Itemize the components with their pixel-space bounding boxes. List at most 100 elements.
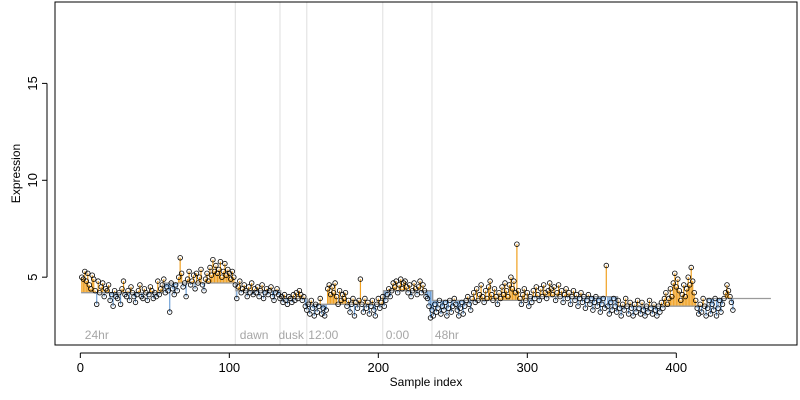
data-point <box>392 284 398 290</box>
data-point <box>618 313 624 319</box>
data-point <box>697 301 703 307</box>
data-point <box>599 301 605 307</box>
data-point <box>645 309 651 315</box>
data-point <box>721 295 727 302</box>
data-point <box>609 307 615 313</box>
data-point <box>256 293 262 300</box>
data-point <box>678 297 684 304</box>
phase-annotation: 12:00 <box>308 328 338 342</box>
data-point <box>667 286 674 292</box>
data-point <box>389 288 395 294</box>
data-point <box>430 313 437 319</box>
data-point <box>399 286 405 292</box>
data-point <box>521 286 527 292</box>
data-point <box>655 303 662 309</box>
data-point <box>547 280 553 286</box>
data-point <box>332 280 338 286</box>
data-point <box>625 311 632 317</box>
data-point <box>119 286 125 292</box>
data-point <box>710 307 717 313</box>
data-point <box>608 299 614 306</box>
data-point <box>560 299 566 306</box>
data-point <box>487 278 493 284</box>
data-point <box>563 286 569 292</box>
data-point <box>578 290 584 296</box>
data-point <box>664 301 671 307</box>
data-point <box>284 301 291 307</box>
phase-annotation: 0:00 <box>386 328 410 342</box>
data-point <box>347 309 353 315</box>
data-point <box>511 278 517 284</box>
data-point <box>307 311 313 317</box>
data-point <box>624 303 630 309</box>
data-point <box>442 299 449 306</box>
x-tick-label: 300 <box>516 360 538 375</box>
data-point <box>414 291 420 298</box>
data-point <box>417 278 423 284</box>
data-point <box>83 278 89 284</box>
data-point <box>693 297 699 304</box>
data-point <box>691 290 697 296</box>
data-point <box>557 293 563 300</box>
data-point <box>323 307 329 313</box>
data-point <box>611 295 617 302</box>
data-point <box>491 286 498 292</box>
data-point <box>183 293 189 300</box>
data-point <box>359 301 365 307</box>
data-point <box>393 278 399 284</box>
data-point <box>125 288 131 294</box>
data-point <box>687 282 693 288</box>
data-point <box>719 301 726 307</box>
data-point <box>316 303 322 309</box>
x-tick-label: 200 <box>367 360 389 375</box>
data-point <box>663 290 669 296</box>
data-point <box>314 309 320 315</box>
plot-frame <box>54 1 798 346</box>
data-point <box>260 295 267 302</box>
data-point <box>362 295 368 302</box>
data-point <box>195 280 201 286</box>
data-point <box>229 268 235 275</box>
data-point <box>396 282 402 288</box>
data-point <box>479 293 486 300</box>
data-point <box>648 305 654 311</box>
data-point <box>520 291 526 298</box>
data-point <box>538 286 544 292</box>
data-point <box>95 278 101 284</box>
data-point <box>140 295 146 302</box>
data-point <box>456 313 462 319</box>
y-tick-label: 5 <box>25 274 40 281</box>
data-point <box>493 293 499 300</box>
data-point <box>92 288 98 294</box>
x-tick-label: 400 <box>665 360 687 375</box>
data-point <box>569 293 575 300</box>
data-point <box>444 313 450 319</box>
data-point <box>725 288 732 294</box>
data-point <box>718 309 724 315</box>
data-point <box>205 278 212 284</box>
data-point <box>424 295 431 302</box>
data-point <box>375 295 381 302</box>
data-point <box>317 295 323 302</box>
data-point <box>468 307 474 313</box>
data-point <box>90 276 97 282</box>
data-point <box>257 288 264 294</box>
data-point <box>405 290 411 296</box>
data-point <box>310 305 316 311</box>
data-point <box>445 305 451 311</box>
data-point <box>105 282 112 288</box>
phase-annotation: 48hr <box>435 328 459 342</box>
data-point <box>178 270 185 276</box>
data-point <box>590 307 596 313</box>
data-point <box>128 284 134 290</box>
data-point <box>181 280 188 286</box>
data-point <box>220 268 227 275</box>
data-point <box>395 290 401 296</box>
data-point <box>398 276 404 282</box>
data-point <box>636 305 642 311</box>
data-point <box>447 297 453 304</box>
data-point <box>156 291 162 298</box>
data-point <box>137 282 143 288</box>
data-point <box>481 299 487 306</box>
data-point <box>244 293 250 300</box>
